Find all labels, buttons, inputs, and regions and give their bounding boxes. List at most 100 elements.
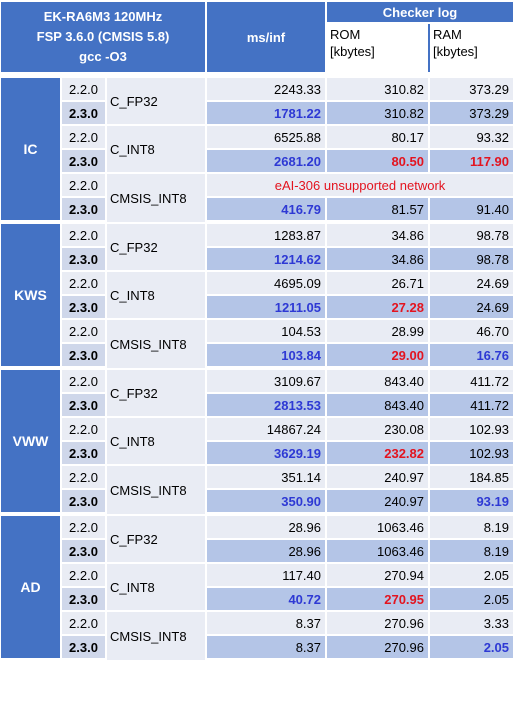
table-row: 2.3.0 1214.62 34.86 98.78	[1, 248, 513, 272]
version-cell: 2.3.0	[62, 248, 107, 272]
table-row: 2.3.0 8.37 270.96 2.05	[1, 636, 513, 662]
version-cell: 2.3.0	[62, 636, 107, 662]
version-cell: 2.3.0	[62, 102, 107, 126]
table-row: 2.3.0 40.72 270.95 2.05	[1, 588, 513, 612]
config-cell: CMSIS_INT8	[107, 612, 207, 662]
rom-value: 843.40	[327, 370, 430, 394]
table-row: 2.3.0 28.96 1063.46 8.19	[1, 540, 513, 564]
version-cell: 2.2.0	[62, 516, 107, 540]
table-row: 2.3.0 416.79 81.57 91.40	[1, 198, 513, 224]
ram-value: 98.78	[430, 224, 513, 248]
ram-value: 93.32	[430, 126, 513, 150]
table-row: VWW 2.2.0 C_FP32 3109.67 843.40 411.72	[1, 370, 513, 516]
version-cell: 2.2.0	[62, 612, 107, 636]
ram-value: 98.78	[430, 248, 513, 272]
rom-value: 81.57	[327, 198, 430, 224]
version-cell: 2.2.0	[62, 126, 107, 150]
version-cell: 2.3.0	[62, 198, 107, 224]
rom-value: 80.50	[327, 150, 430, 174]
rom-value: 240.97	[327, 466, 430, 490]
rom-value: 310.82	[327, 78, 430, 102]
table-row: 2.3.0 103.84 29.00 16.76	[1, 344, 513, 370]
ms-inf-value: 6525.88	[207, 126, 327, 150]
version-cell: 2.3.0	[62, 394, 107, 418]
config-cell: C_INT8	[107, 564, 207, 612]
ms-inf-value: 1214.62	[207, 248, 327, 272]
rom-value: 34.86	[327, 248, 430, 272]
table-row: 2.3.0 350.90 240.97 93.19	[1, 490, 513, 516]
rom-value: 27.28	[327, 296, 430, 320]
table-row: IC 2.2.0 C_FP32 2243.33 310.82 373.29	[1, 78, 513, 224]
ms-inf-value: 40.72	[207, 588, 327, 612]
rom-value: 34.86	[327, 224, 430, 248]
version-cell: 2.2.0	[62, 224, 107, 248]
rom-value: 1063.46	[327, 540, 430, 564]
board-info-header: EK-RA6M3 120MHz FSP 3.6.0 (CMSIS 5.8) gc…	[1, 2, 207, 72]
table-row: 2.2.0 CMSIS_INT8 351.14 240.97 184.85	[1, 466, 513, 516]
benchmark-table: EK-RA6M3 120MHz FSP 3.6.0 (CMSIS 5.8) gc…	[1, 2, 513, 662]
model-label: VWW	[1, 370, 62, 516]
rom-header: ROM [kbytes]	[327, 24, 430, 72]
ram-header-unit: [kbytes]	[433, 44, 478, 59]
rom-value: 240.97	[327, 490, 430, 516]
table-row: KWS 2.2.0 C_FP32 1283.87 34.86 98.78	[1, 224, 513, 370]
table-row: 2.2.0 C_INT8 117.40 270.94 2.05	[1, 564, 513, 612]
table-row: 2.2.0 C_INT8 14867.24 230.08 102.93	[1, 418, 513, 466]
version-cell: 2.3.0	[62, 296, 107, 320]
rom-value: 270.96	[327, 612, 430, 636]
model-label: IC	[1, 78, 62, 224]
table-row: 2.3.0 2813.53 843.40 411.72	[1, 394, 513, 418]
table-row: AD 2.2.0 C_FP32 28.96 1063.46 8.19	[1, 516, 513, 662]
version-cell: 2.3.0	[62, 490, 107, 516]
ms-inf-value: 1211.05	[207, 296, 327, 320]
table-row: 2.2.0 C_INT8 6525.88 80.17 93.32	[1, 126, 513, 174]
model-label: KWS	[1, 224, 62, 370]
table-row: 2.2.0 CMSIS_INT8 8.37 270.96 3.33	[1, 612, 513, 662]
version-cell: 2.2.0	[62, 418, 107, 442]
table-row: 2.3.0 3629.19 232.82 102.93	[1, 442, 513, 466]
ms-inf-value: 14867.24	[207, 418, 327, 442]
ram-header-label: RAM	[433, 27, 462, 42]
rom-value: 270.96	[327, 636, 430, 662]
ms-inf-value: 117.40	[207, 564, 327, 588]
table-row: 2.3.0 1781.22 310.82 373.29	[1, 102, 513, 126]
ms-inf-value: 8.37	[207, 612, 327, 636]
config-cell: C_FP32	[107, 370, 207, 418]
version-cell: 2.2.0	[62, 564, 107, 588]
config-cell: CMSIS_INT8	[107, 174, 207, 224]
config-cell: CMSIS_INT8	[107, 320, 207, 370]
config-cell: CMSIS_INT8	[107, 466, 207, 516]
ram-header: RAM [kbytes]	[430, 24, 513, 72]
ms-inf-value: 4695.09	[207, 272, 327, 296]
version-cell: 2.2.0	[62, 370, 107, 394]
ms-inf-value: 350.90	[207, 490, 327, 516]
version-cell: 2.2.0	[62, 272, 107, 296]
ram-value: 373.29	[430, 78, 513, 102]
header-row-1: EK-RA6M3 120MHz FSP 3.6.0 (CMSIS 5.8) gc…	[1, 2, 513, 72]
rom-value: 1063.46	[327, 516, 430, 540]
rom-value: 230.08	[327, 418, 430, 442]
ram-value: 117.90	[430, 150, 513, 174]
version-cell: 2.3.0	[62, 540, 107, 564]
config-cell: C_FP32	[107, 224, 207, 272]
ms-inf-value: 28.96	[207, 516, 327, 540]
table-row: 2.2.0 CMSIS_INT8 eAI-306 unsupported netwo…	[1, 174, 513, 224]
ram-value: 93.19	[430, 490, 513, 516]
ram-value: 2.05	[430, 636, 513, 662]
table-row: 2.3.0 2681.20 80.50 117.90	[1, 150, 513, 174]
ms-inf-value: 28.96	[207, 540, 327, 564]
version-cell: 2.3.0	[62, 442, 107, 466]
version-cell: 2.3.0	[62, 150, 107, 174]
ram-value: 24.69	[430, 272, 513, 296]
ms-inf-value: 2243.33	[207, 78, 327, 102]
ms-inf-value: 2681.20	[207, 150, 327, 174]
ram-value: 8.19	[430, 540, 513, 564]
ms-inf-value: 3109.67	[207, 370, 327, 394]
ms-inf-value: 416.79	[207, 198, 327, 224]
version-cell: 2.2.0	[62, 320, 107, 344]
rom-value: 270.94	[327, 564, 430, 588]
ram-value: 411.72	[430, 370, 513, 394]
config-cell: C_INT8	[107, 418, 207, 466]
header-row-2: ROM [kbytes] RAM [kbytes]	[1, 24, 513, 72]
